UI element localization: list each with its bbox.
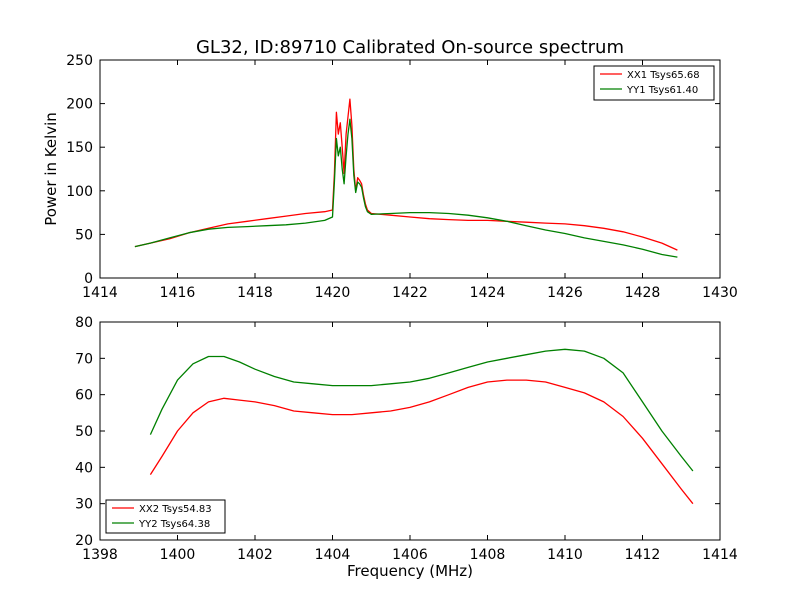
top-legend: XX1 Tsys65.68 YY1 Tsys61.40 — [593, 65, 715, 101]
bottom-x-tick-label: 1408 — [470, 547, 506, 563]
chart-title: GL32, ID:89710 Calibrated On-source spec… — [196, 37, 624, 58]
top-y-tick-label: 100 — [66, 184, 93, 200]
legend-label-xx1: XX1 Tsys65.68 — [627, 70, 700, 81]
top-subplot: 1414 1416 1418 1420 1422 1424 1426 1428 1430 0 50… — [42, 53, 738, 301]
bottom-series-line-1 — [149, 379, 694, 505]
top-x-ticks: 1414 1416 1418 1420 1422 1424 1426 1428 1430 — [82, 60, 738, 301]
bottom-x-tick-label: 1412 — [625, 547, 661, 563]
top-x-tick-label: 1418 — [237, 285, 273, 301]
top-y-tick-label: 0 — [84, 271, 93, 287]
bottom-y-ticks: 20 30 40 50 60 70 80 — [75, 315, 720, 549]
bottom-series-line-2 — [149, 348, 694, 472]
bottom-x-tick-label: 1414 — [702, 547, 738, 563]
bottom-y-tick-label: 20 — [75, 533, 93, 549]
bottom-x-tick-label: 1398 — [82, 547, 118, 563]
top-y-tick-label: 150 — [66, 140, 93, 156]
top-y-axis-label: Power in Kelvin — [42, 112, 60, 226]
bottom-x-tick-label: 1400 — [160, 547, 196, 563]
bottom-subplot: 1398 1400 1402 1404 1406 1408 1410 1412 1414 20 3… — [75, 315, 738, 580]
top-x-tick-label: 1422 — [392, 285, 428, 301]
top-series-layer — [134, 98, 678, 258]
bottom-y-tick-label: 80 — [75, 315, 93, 331]
top-x-tick-label: 1424 — [470, 285, 506, 301]
top-y-tick-label: 50 — [75, 227, 93, 243]
top-x-tick-label: 1426 — [547, 285, 583, 301]
legend-label-yy2: YY2 Tsys64.38 — [138, 519, 210, 530]
bottom-x-tick-label: 1404 — [315, 547, 351, 563]
bottom-legend-box — [105, 499, 226, 534]
bottom-legend: XX2 Tsys54.83 YY2 Tsys64.38 — [105, 499, 226, 534]
top-plot-frame — [99, 59, 721, 279]
top-y-tick-label: 200 — [66, 97, 93, 113]
top-x-tick-label: 1428 — [625, 285, 661, 301]
top-x-tick-label: 1420 — [315, 285, 351, 301]
bottom-y-tick-label: 50 — [75, 424, 93, 440]
bottom-y-tick-label: 70 — [75, 351, 93, 367]
top-x-tick-label: 1416 — [160, 285, 196, 301]
top-x-tick-label: 1414 — [82, 285, 118, 301]
top-legend-box — [593, 65, 715, 101]
bottom-y-tick-label: 40 — [75, 460, 93, 476]
bottom-y-tick-label: 60 — [75, 388, 93, 404]
legend-label-yy1: YY1 Tsys61.40 — [626, 85, 698, 96]
bottom-x-tick-label: 1410 — [547, 547, 583, 563]
bottom-y-tick-label: 30 — [75, 497, 93, 513]
top-series-line-2 — [134, 118, 678, 258]
top-x-tick-label: 1430 — [702, 285, 738, 301]
bottom-x-tick-label: 1402 — [237, 547, 273, 563]
bottom-plot-frame — [99, 321, 721, 541]
top-y-tick-label: 250 — [66, 53, 93, 69]
bottom-x-ticks: 1398 1400 1402 1404 1406 1408 1410 1412 1414 — [82, 322, 738, 563]
bottom-series-layer — [149, 348, 694, 505]
top-y-ticks: 0 50 100 150 200 250 — [66, 53, 720, 287]
bottom-x-axis-label: Frequency (MHz) — [347, 562, 473, 580]
bottom-x-tick-label: 1406 — [392, 547, 428, 563]
legend-label-xx2: XX2 Tsys54.83 — [139, 504, 212, 515]
